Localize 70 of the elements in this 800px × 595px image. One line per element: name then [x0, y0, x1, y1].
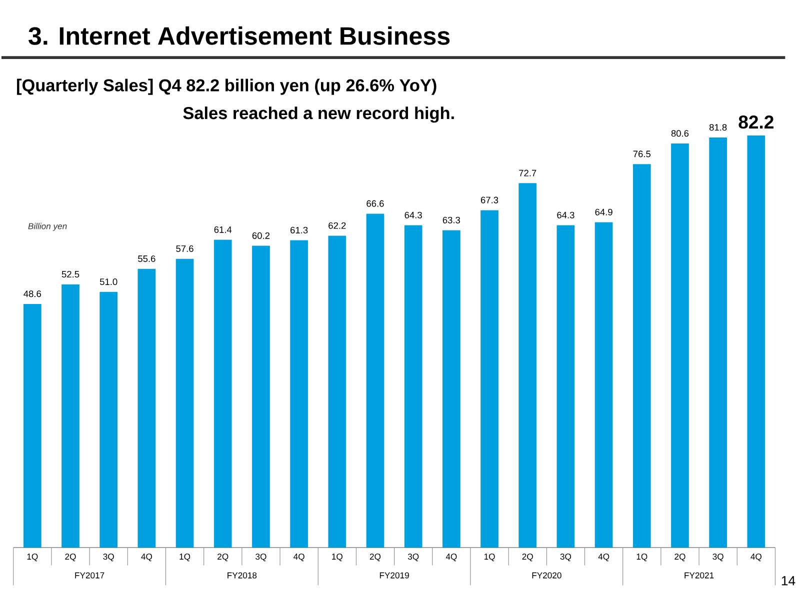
bar: [556, 225, 575, 548]
bar: [594, 222, 613, 548]
text: FY2017: [75, 572, 104, 578]
data-label: 80.6: [671, 130, 689, 137]
x-tick-label: 1Q: [180, 553, 190, 562]
x-tick-label: 2Q: [65, 553, 76, 562]
x-tick-label: 3Q: [408, 553, 419, 562]
text: FY2020: [532, 572, 562, 578]
data-label: 51.0: [100, 278, 118, 285]
data-label: 60.2: [252, 232, 270, 239]
x-tick-label: 3Q: [103, 553, 114, 562]
data-label: 82.2: [738, 115, 774, 129]
x-tick-label: 3Q: [712, 553, 724, 562]
text: FY2018: [228, 572, 257, 578]
x-tick-label: 2Q: [674, 553, 686, 562]
bar: [518, 183, 537, 548]
data-label: 48.6: [24, 290, 41, 297]
data-label: 57.6: [176, 245, 194, 252]
x-tick-label: 2Q: [522, 553, 533, 562]
bar: [366, 214, 384, 548]
bar: [328, 236, 346, 548]
data-label: 52.5: [62, 270, 80, 278]
bar: [290, 240, 308, 548]
bar: [252, 246, 270, 548]
x-tick-label: 1Q: [27, 553, 38, 562]
x-tick-label: 4Q: [141, 553, 152, 562]
x-tick-label: 4Q: [750, 553, 762, 562]
bar: [442, 230, 460, 548]
data-label: 67.3: [480, 196, 498, 204]
bar: [176, 258, 194, 548]
data-label: 66.6: [366, 200, 384, 207]
data-label: 64.3: [557, 212, 574, 218]
text: Sales reached a new record high.: [183, 106, 454, 123]
data-label: 63.3: [442, 216, 460, 224]
x-tick-label: 4Q: [294, 553, 304, 562]
x-tick-label: 1Q: [484, 553, 495, 562]
bar: [214, 240, 232, 548]
chart-subtitle: [Quarterly Sales] Q4 82.2 billion yen (up 26.6% YoY): [17, 78, 436, 95]
text: 14: [782, 576, 796, 586]
bar: [62, 284, 80, 548]
bar: [671, 143, 689, 548]
bar: [709, 137, 727, 548]
data-label: 81.8: [709, 124, 727, 131]
data-label: 64.9: [595, 208, 612, 216]
bar: [404, 225, 422, 548]
text: FY2019: [380, 572, 409, 578]
x-tick-label: 3Q: [256, 553, 266, 562]
y-axis-title: Billion yen: [28, 222, 67, 231]
bar: [632, 164, 651, 548]
chart-title: 3. Internet Advertisement Business: [28, 26, 450, 45]
x-tick-label: 4Q: [446, 553, 457, 562]
data-label: 64.3: [404, 212, 422, 218]
text: FY2021: [684, 572, 714, 578]
data-label: 61.3: [290, 226, 308, 234]
data-label: 62.2: [328, 222, 346, 229]
bar: [23, 304, 42, 548]
x-tick-label: 3Q: [560, 553, 572, 562]
data-label: 76.5: [633, 150, 650, 158]
bar: [480, 210, 498, 548]
data-label: 72.7: [519, 170, 536, 176]
x-tick-label: 2Q: [370, 553, 381, 562]
bar: [138, 268, 156, 548]
x-tick-label: 4Q: [598, 553, 610, 562]
data-label: 61.4: [214, 226, 232, 233]
x-tick-label: 2Q: [218, 553, 228, 562]
bar: [747, 135, 766, 548]
bar: [100, 292, 118, 548]
data-label: 55.6: [138, 255, 156, 262]
x-tick-label: 1Q: [636, 553, 648, 562]
x-tick-label: 1Q: [332, 553, 342, 562]
